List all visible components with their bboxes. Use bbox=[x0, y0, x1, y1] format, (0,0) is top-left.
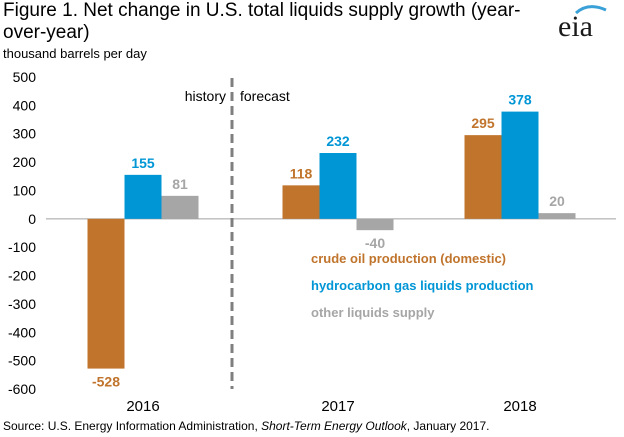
legend-entry-other: other liquids supply bbox=[311, 305, 435, 320]
bar-crude-2017 bbox=[282, 185, 320, 219]
data-label-other-2016: 81 bbox=[172, 176, 188, 192]
source-prefix: Source: U.S. Energy Information Administ… bbox=[3, 419, 262, 433]
y-tick-label: -100 bbox=[8, 239, 36, 255]
y-tick-label: -400 bbox=[8, 324, 36, 340]
source-publication: Short-Term Energy Outlook bbox=[261, 419, 407, 433]
bar-hgl-2016 bbox=[124, 174, 162, 219]
y-tick-label: 300 bbox=[13, 126, 37, 142]
y-tick-label: -200 bbox=[8, 268, 36, 284]
logo-swoosh-icon bbox=[574, 5, 607, 15]
data-label-crude-2018: 295 bbox=[471, 115, 495, 131]
logo-text: eia bbox=[558, 10, 593, 40]
y-tick-label: 0 bbox=[28, 211, 36, 227]
bar-other-2018 bbox=[538, 213, 576, 219]
x-tick-label: 2017 bbox=[321, 398, 354, 415]
data-label-crude-2017: 118 bbox=[290, 165, 313, 181]
y-tick-label: -300 bbox=[8, 296, 36, 312]
history-label: history bbox=[185, 88, 226, 104]
data-label-crude-2016: -528 bbox=[92, 374, 120, 390]
data-label-hgl-2018: 378 bbox=[508, 92, 532, 108]
y-tick-label: 100 bbox=[13, 182, 37, 198]
y-tick-label: 200 bbox=[13, 154, 37, 170]
source-note: Source: U.S. Energy Information Administ… bbox=[3, 419, 489, 433]
x-tick-label: 2016 bbox=[126, 398, 159, 415]
x-tick-label: 2018 bbox=[503, 398, 536, 415]
y-tick-label: 500 bbox=[13, 69, 37, 85]
bar-other-2016 bbox=[161, 195, 199, 219]
data-label-hgl-2016: 155 bbox=[131, 155, 155, 171]
y-tick-label: -500 bbox=[8, 353, 36, 369]
bar-crude-2018 bbox=[464, 135, 502, 219]
eia-logo: eia bbox=[558, 5, 607, 40]
bar-hgl-2017 bbox=[319, 153, 357, 219]
chart-title: Figure 1. Net change in U.S. total liqui… bbox=[3, 0, 521, 43]
data-label-other-2017: -40 bbox=[365, 235, 385, 251]
data-label-other-2018: 20 bbox=[549, 193, 565, 209]
legend-entry-hgl: hydrocarbon gas liquids production bbox=[311, 278, 534, 293]
bar-crude-2016 bbox=[87, 218, 125, 369]
bar-other-2017 bbox=[356, 218, 394, 231]
source-suffix: , January 2017. bbox=[406, 419, 490, 433]
forecast-label: forecast bbox=[240, 88, 290, 104]
y-tick-label: -600 bbox=[8, 381, 36, 397]
data-label-hgl-2017: 232 bbox=[326, 133, 350, 149]
y-tick-label: 400 bbox=[13, 97, 37, 113]
y-axis-label: thousand barrels per day bbox=[3, 46, 147, 61]
legend-entry-crude: crude oil production (domestic) bbox=[311, 251, 506, 266]
bar-hgl-2018 bbox=[501, 111, 539, 219]
